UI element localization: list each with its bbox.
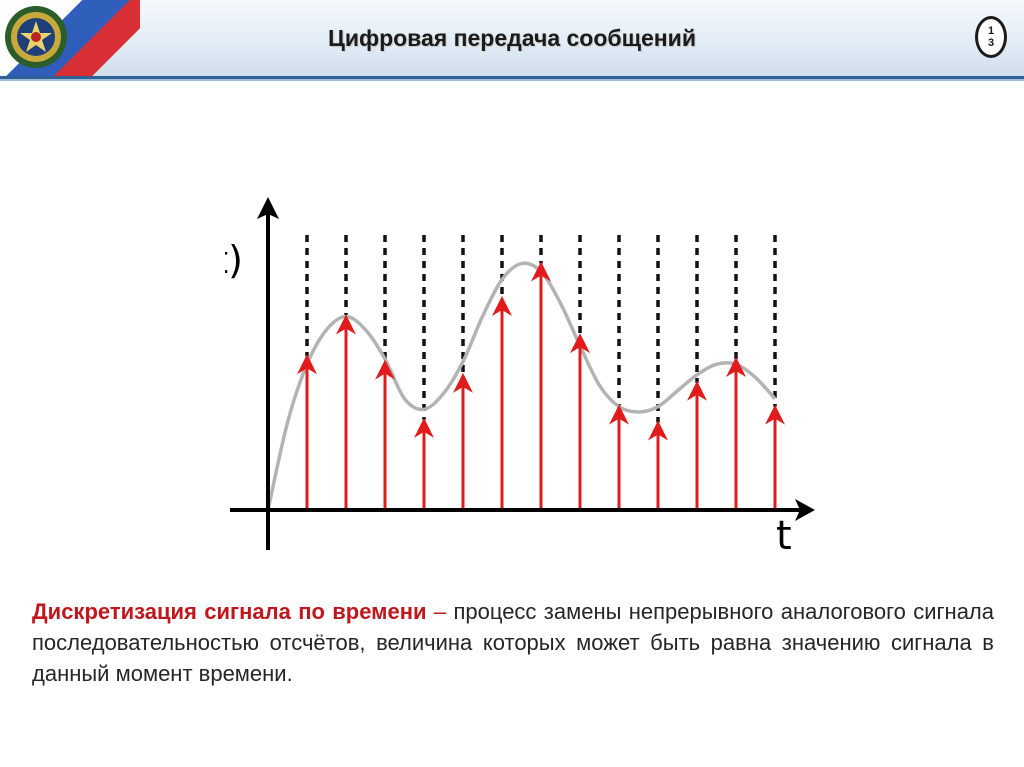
sampling-chart: f(t) t — [225, 197, 815, 555]
definition-term: Дискретизация сигнала по времени — [32, 599, 427, 624]
page-number-top: 1 — [987, 25, 995, 37]
sample-arrowhead — [687, 380, 707, 401]
page-number-bottom: 3 — [987, 37, 995, 49]
sample-arrowhead — [297, 354, 317, 375]
sample-arrowhead — [336, 314, 356, 335]
sample-arrowhead — [609, 404, 629, 425]
sample-arrowhead — [375, 359, 395, 380]
military-emblem-icon — [5, 6, 67, 68]
sample-arrowhead — [765, 404, 785, 425]
definition-body: процесс замены непрерывного аналогового … — [32, 599, 995, 686]
sample-arrowhead — [531, 261, 551, 282]
sample-stems — [297, 261, 785, 510]
sample-grid-lines — [305, 235, 777, 423]
page-title: Цифровая передача сообщений — [328, 25, 696, 51]
y-axis-label: f(t) — [225, 238, 243, 282]
sample-arrowhead — [648, 420, 668, 441]
header-divider — [0, 76, 1024, 79]
signal-curve — [266, 261, 777, 511]
header-divider-light — [0, 79, 1024, 81]
sample-arrowhead — [726, 356, 746, 377]
page-number-badge: 1 3 — [975, 16, 1007, 58]
sample-arrowhead — [492, 296, 512, 316]
y-axis-arrow — [257, 197, 279, 219]
definition-text: Дискретизация сигнала по времени – проце… — [32, 596, 994, 689]
slide-header: Цифровая передача сообщений 1 3 — [0, 0, 1024, 76]
definition-dash: – — [433, 599, 447, 624]
x-axis-label: t — [776, 513, 792, 555]
x-axis-arrow — [795, 499, 815, 521]
sample-arrowhead — [414, 417, 434, 438]
sample-arrowhead — [570, 333, 590, 354]
sample-arrowhead — [453, 372, 473, 393]
